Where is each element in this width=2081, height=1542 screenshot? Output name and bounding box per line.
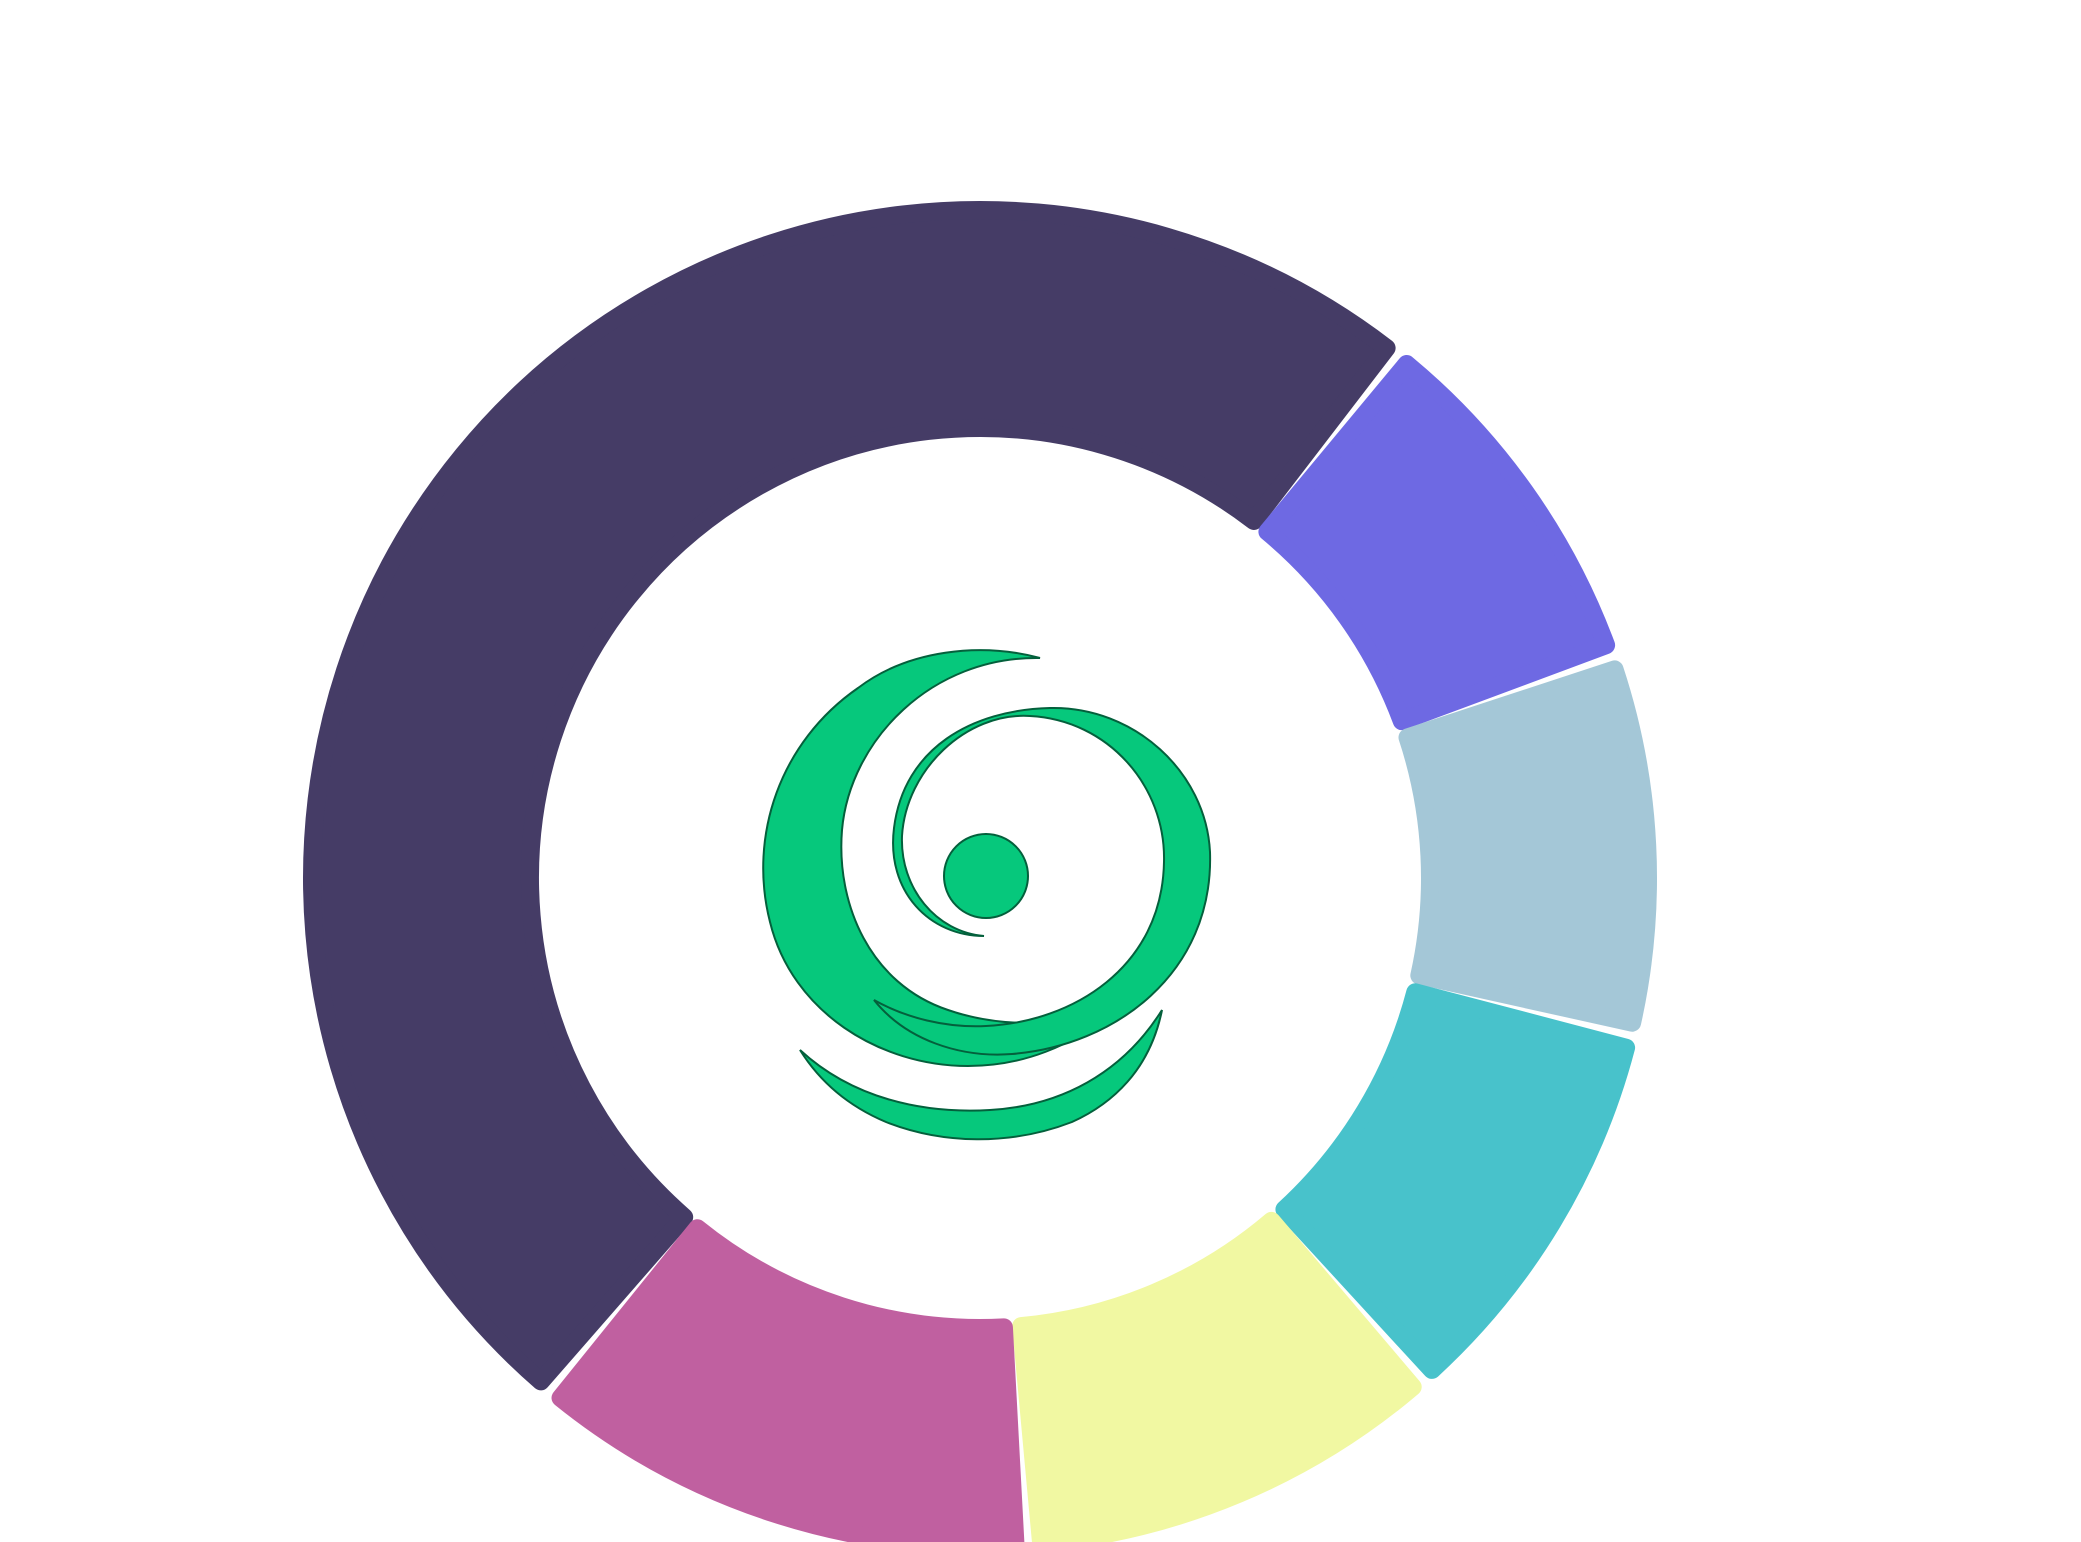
donut-slice-6 [551,1219,1025,1542]
donut-slice-2 [1258,355,1616,731]
logo-middle-swirl [873,706,1212,1056]
green-spiral-logo-icon [762,649,1212,1141]
donut-slice-4 [1275,983,1636,1379]
logo-outer-crescent [762,649,1111,1068]
donut-slices [303,201,1658,1542]
donut-slice-5 [1012,1211,1422,1542]
logo-center-dot [943,833,1029,919]
donut-slice-1 [303,201,1396,1391]
donut-slice-3 [1398,660,1658,1032]
logo-lower-sweep [799,1009,1163,1141]
